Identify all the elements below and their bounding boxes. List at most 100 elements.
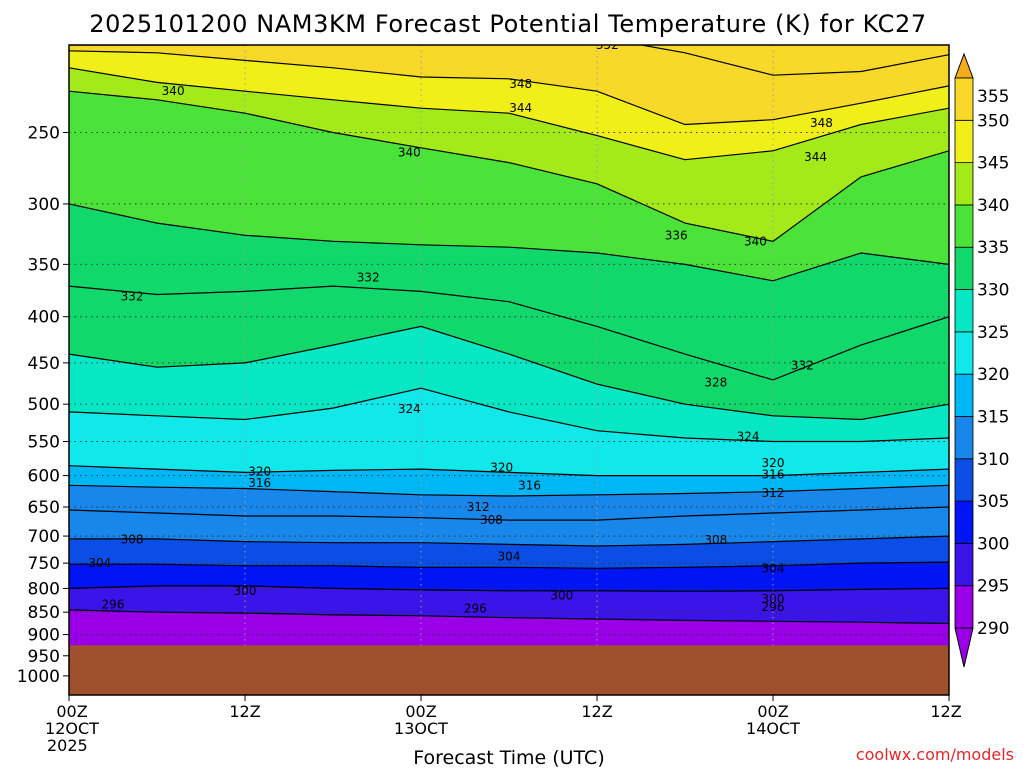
colorbar-segment-320 [954, 331, 974, 375]
colorbar-label: 350 [977, 111, 1009, 131]
isentrope-328 [69, 325, 949, 421]
chart-title: 2025101200 NAM3KM Forecast Potential Tem… [89, 10, 926, 38]
colorbar-segment-325 [954, 289, 974, 333]
y-tick-label: 700 [28, 527, 60, 547]
colorbar-label: 320 [977, 365, 1009, 385]
colorbar-segment-330 [954, 246, 974, 290]
band-352 [69, 45, 949, 125]
band-340 [69, 91, 949, 281]
colorbar-label: 300 [977, 534, 1009, 554]
isentrope-320 [69, 465, 949, 477]
contour-label-312: 312 [467, 500, 490, 514]
contour-label-300: 300 [234, 584, 257, 598]
y-axis: 250 300 350 400 450 500 550 600 650 700 750 800 850 9… [17, 123, 69, 687]
band-328 [69, 326, 949, 442]
colorbar-label: 290 [977, 619, 1009, 639]
contour-label-344: 344 [804, 150, 827, 164]
contour-label-316: 316 [518, 478, 541, 492]
y-tick-label: 450 [28, 354, 60, 374]
contour-label-320: 320 [490, 461, 513, 475]
colorbar-label: 310 [977, 450, 1009, 470]
isentrope-312 [69, 506, 949, 521]
colorbar-label: 335 [977, 238, 1009, 258]
colorbar-segment-310 [954, 416, 974, 460]
colorbar-segment-315 [954, 373, 974, 417]
colorbar-bottom-arrow [954, 627, 974, 668]
contour-label-304: 304 [88, 556, 111, 570]
contour-label-304: 304 [498, 549, 521, 563]
plot-area: 352 348 348 344 344 340 340 340 336 332 332 332 328 3… [69, 45, 949, 695]
x-tick-label: 13OCT [394, 719, 448, 738]
band-332 [69, 286, 949, 420]
y-tick-label: 650 [28, 498, 60, 518]
y-tick-label: 500 [28, 395, 60, 415]
contour-label-348: 348 [509, 77, 532, 91]
contour-label-312: 312 [762, 486, 785, 500]
contour-label-320: 320 [762, 456, 785, 470]
contour-label-332: 332 [791, 358, 814, 372]
isentrope-352 [69, 45, 949, 76]
y-tick-label: 250 [28, 123, 60, 143]
isentrope-296 [69, 609, 949, 625]
y-tick-label: 300 [28, 195, 60, 215]
credit-text: coolwx.com/models [856, 745, 1014, 764]
isentrope-340 [69, 90, 949, 242]
x-axis-label: Forecast Time (UTC) [413, 747, 604, 768]
contour-label-324: 324 [398, 402, 421, 416]
contour-label-336: 336 [665, 228, 688, 242]
contour-label-316: 316 [762, 467, 785, 481]
y-tick-label: 350 [28, 255, 60, 275]
isentrope-344 [69, 67, 949, 161]
x-tick-label: 12Z [581, 702, 612, 721]
colorbar-segment-350 [954, 77, 974, 121]
colorbar-segment-305 [954, 458, 974, 502]
band-308 [69, 536, 949, 569]
y-tick-label: 550 [28, 433, 60, 453]
x-tick-label: 14OCT [746, 719, 800, 738]
x-tick-label: 00Z [405, 702, 436, 721]
isentrope-300 [69, 585, 949, 592]
contour-labels: 352 348 348 344 344 340 340 340 336 332 332 332 328 3… [88, 45, 833, 615]
y-tick-label: 750 [28, 554, 60, 574]
contour-label-340: 340 [744, 234, 767, 248]
x-tick-label: 2025 [47, 736, 88, 755]
isentrope-304 [69, 561, 949, 569]
y-tick-label: 900 [28, 626, 60, 646]
band-344 [69, 67, 949, 242]
contour-label-308: 308 [704, 533, 727, 547]
grid [69, 45, 949, 695]
contour-label-320: 320 [248, 465, 271, 479]
x-tick-label: 12OCT [45, 719, 99, 738]
colorbar-segment-300 [954, 500, 974, 544]
x-tick-label: 12Z [930, 702, 961, 721]
contour-label-308: 308 [480, 513, 503, 527]
contour-label-304: 304 [762, 561, 785, 575]
isentrope-332 [69, 285, 949, 381]
colorbar-segment-335 [954, 204, 974, 248]
contour-label-340: 340 [162, 84, 185, 98]
contour-label-332: 332 [121, 290, 144, 304]
y-tick-label: 1000 [17, 667, 60, 687]
colorbar-label: 330 [977, 281, 1009, 301]
contour-label-308: 308 [121, 532, 144, 546]
colorbar-segment-290 [954, 585, 974, 629]
isentropes [69, 45, 949, 625]
colorbar-label: 325 [977, 323, 1009, 343]
contour-label-316: 316 [248, 476, 271, 490]
isentrope-348 [69, 50, 949, 126]
contour-label-340: 340 [398, 145, 421, 159]
y-tick-label: 850 [28, 603, 60, 623]
plot-frame [68, 44, 950, 696]
isentrope-336 [69, 203, 949, 282]
contour-label-328: 328 [704, 375, 727, 389]
x-tick-label: 00Z [757, 702, 788, 721]
colorbar-label: 340 [977, 196, 1009, 216]
colorbar: 290 295 300 305 310 315 320 325 330 335 340 345 350 3… [954, 52, 1009, 668]
band-316 [69, 485, 949, 521]
contour-label-296: 296 [762, 600, 785, 614]
x-tick-label: 12Z [229, 702, 260, 721]
colorbar-label: 345 [977, 154, 1009, 174]
colorbar-segment-340 [954, 162, 974, 206]
contour-label-348: 348 [810, 116, 833, 130]
